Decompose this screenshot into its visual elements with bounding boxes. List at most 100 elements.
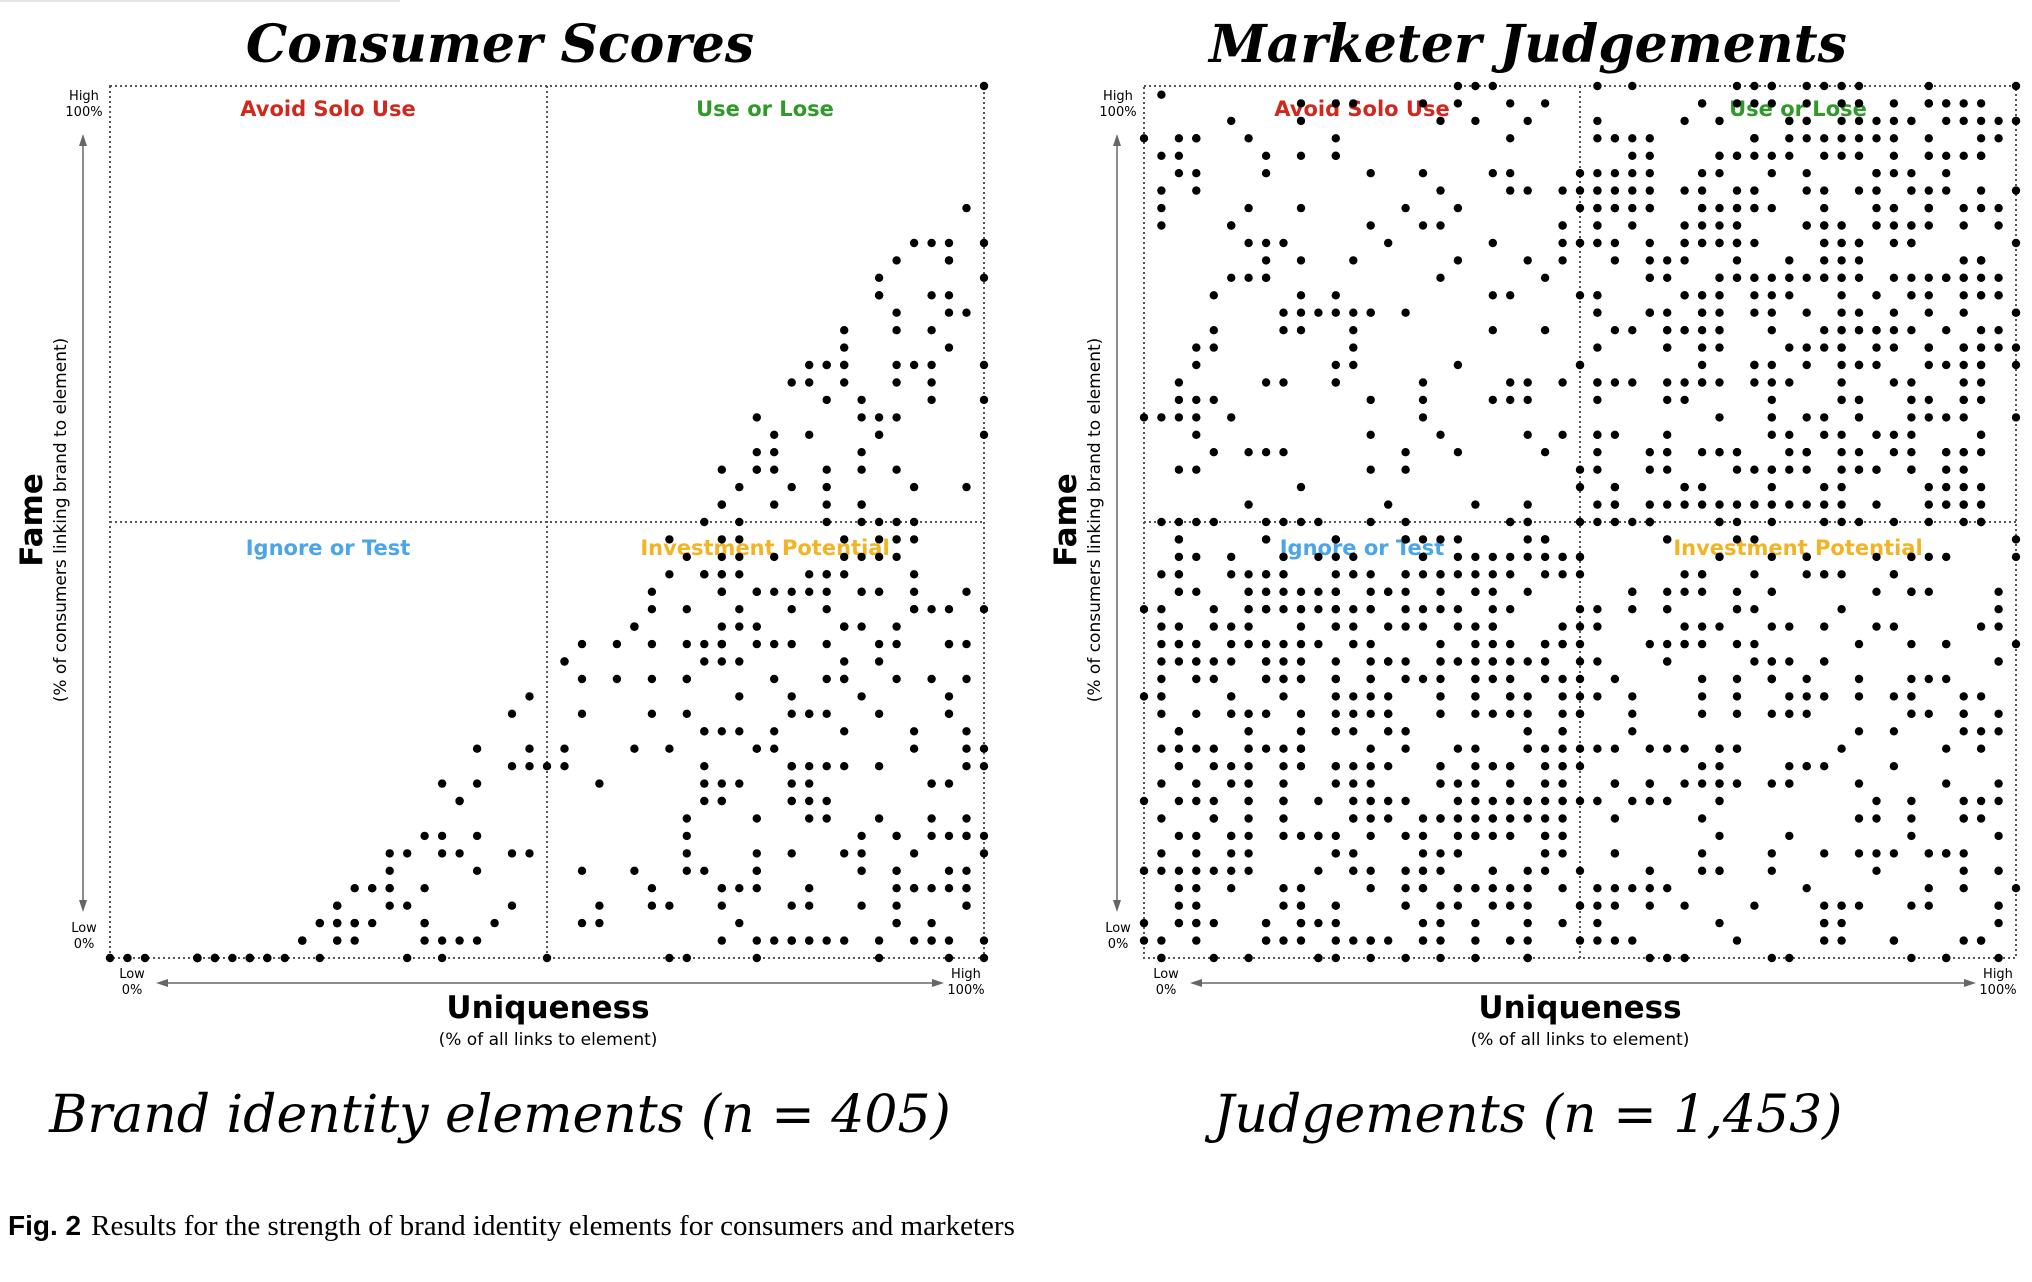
data-point — [979, 395, 989, 405]
data-point — [1680, 587, 1689, 596]
data-point — [1610, 744, 1620, 753]
data-point — [1697, 186, 1707, 195]
data-point — [1959, 256, 1968, 265]
data-point — [525, 744, 534, 753]
data-point — [1628, 709, 1637, 718]
data-point — [1942, 482, 1951, 492]
data-point — [2011, 343, 2021, 352]
data-point — [1575, 639, 1585, 649]
data-point — [1523, 901, 1532, 910]
data-point — [805, 901, 814, 910]
data-point — [2011, 535, 2021, 544]
data-point — [560, 657, 569, 666]
data-point — [1157, 866, 1166, 875]
data-point — [1575, 465, 1585, 474]
data-point — [1732, 709, 1742, 718]
data-point — [735, 884, 744, 893]
data-point — [1942, 360, 1951, 370]
data-point — [1558, 256, 1567, 265]
data-point — [1593, 465, 1602, 474]
data-point — [787, 709, 796, 718]
data-point — [1854, 639, 1864, 649]
data-point — [1436, 779, 1445, 788]
data-point — [1645, 186, 1654, 195]
data-point — [1976, 186, 1986, 195]
data-point — [1767, 308, 1776, 317]
data-point — [1820, 413, 1829, 422]
data-point — [1593, 657, 1602, 666]
data-point — [577, 674, 587, 684]
data-point — [1488, 884, 1497, 893]
data-point — [1715, 779, 1724, 788]
data-point — [1401, 308, 1410, 317]
data-point — [1314, 308, 1323, 317]
data-point — [1889, 448, 1899, 457]
marketer-judgements-chart: Marketer Judgements Avoid Solo Use Use o… — [1048, 14, 2021, 1145]
data-point — [1976, 326, 1986, 335]
data-point — [385, 901, 394, 910]
data-point — [1837, 360, 1846, 370]
data-point — [2011, 116, 2021, 126]
data-point — [1575, 186, 1585, 195]
data-point — [1540, 99, 1550, 108]
data-point — [1279, 238, 1288, 248]
data-point — [1471, 762, 1480, 771]
data-point — [787, 482, 796, 492]
data-point — [1244, 953, 1253, 963]
data-point — [1227, 639, 1236, 649]
data-point — [1715, 291, 1724, 300]
data-point — [1349, 256, 1358, 265]
data-point — [892, 535, 901, 544]
data-point — [1732, 465, 1742, 474]
data-point — [1296, 936, 1306, 945]
data-point — [1820, 203, 1829, 213]
data-point — [1366, 831, 1375, 841]
data-point — [1680, 482, 1689, 492]
data-point — [927, 814, 936, 823]
data-point — [1697, 849, 1707, 858]
data-point — [1174, 465, 1184, 474]
data-point — [1680, 256, 1689, 265]
data-point — [1924, 517, 1933, 527]
data-point — [822, 639, 831, 649]
data-point — [1279, 639, 1288, 649]
data-point — [1907, 186, 1916, 195]
data-point — [1366, 709, 1375, 718]
data-point — [1680, 779, 1689, 788]
data-point — [1994, 657, 2003, 666]
data-point — [1366, 796, 1375, 806]
data-point — [909, 744, 919, 753]
data-point — [1820, 901, 1829, 910]
data-point — [1802, 343, 1811, 352]
data-point — [682, 953, 691, 963]
data-point — [1227, 884, 1236, 893]
data-point — [1436, 849, 1445, 858]
data-point — [1924, 413, 1933, 422]
data-point — [1663, 448, 1672, 457]
data-point — [1558, 727, 1567, 736]
data-point — [1488, 901, 1497, 910]
data-point — [1453, 203, 1463, 213]
data-point — [1680, 622, 1689, 631]
data-point — [1244, 448, 1253, 457]
data-point — [1540, 674, 1550, 684]
data-point — [1436, 587, 1445, 596]
data-point — [1488, 552, 1497, 562]
data-point — [1436, 692, 1445, 701]
data-point — [1645, 744, 1654, 753]
data-point — [1994, 831, 2003, 841]
data-point — [1820, 326, 1829, 335]
data-point — [1820, 221, 1829, 230]
data-point — [1418, 552, 1428, 562]
data-point — [1837, 430, 1846, 439]
data-point — [1820, 186, 1829, 195]
data-point — [1942, 99, 1951, 108]
data-point — [1488, 831, 1497, 841]
data-point — [1192, 639, 1201, 649]
data-point — [1296, 884, 1306, 893]
data-point — [1331, 901, 1340, 910]
data-point — [1314, 866, 1323, 875]
data-point — [1192, 849, 1201, 858]
data-point — [1349, 936, 1358, 945]
data-point — [1680, 221, 1689, 230]
